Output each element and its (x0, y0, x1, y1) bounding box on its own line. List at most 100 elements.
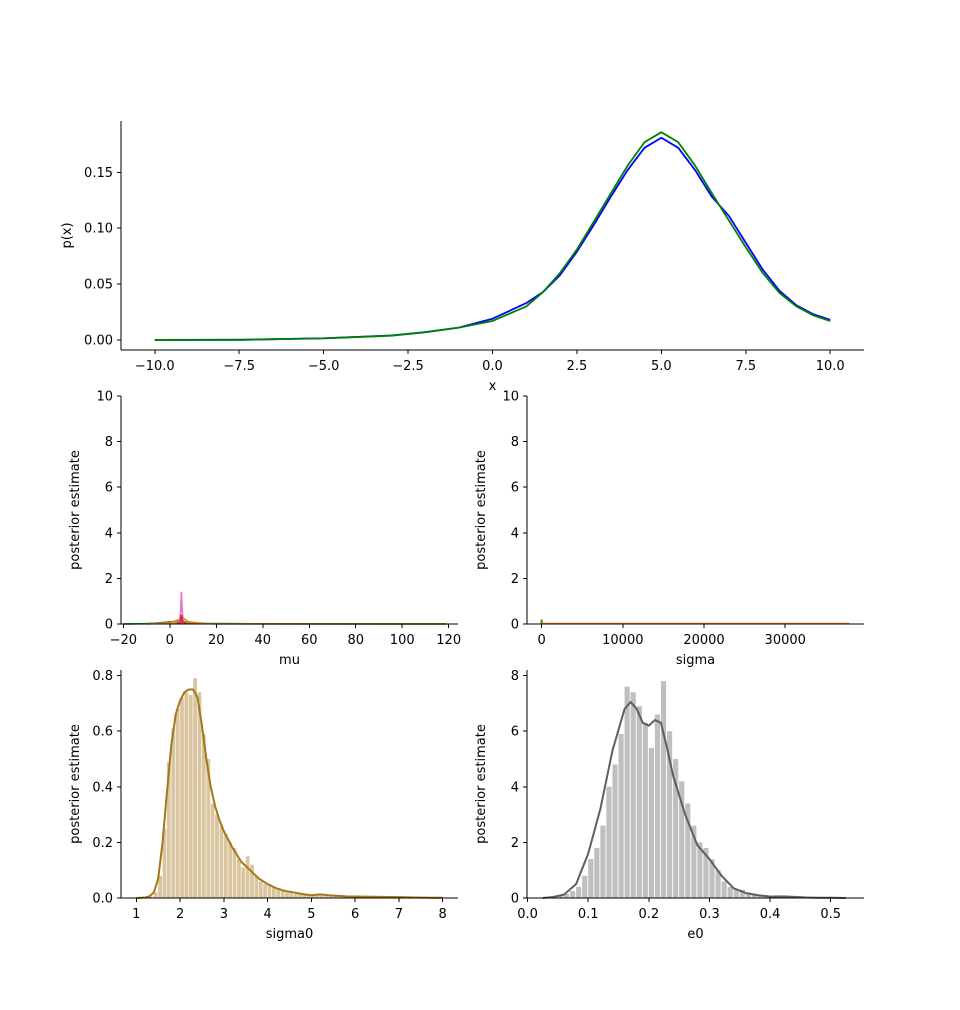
e0-x-tick-label: 0.5 (820, 907, 841, 922)
e0-x-label: e0 (687, 927, 703, 942)
density-y-tick-label: 0.15 (84, 166, 113, 181)
e0-bar-30 (727, 886, 733, 898)
sigma0-bar-27 (254, 875, 259, 898)
e0-bar-33 (745, 892, 751, 898)
density-x-tick-label: −5.0 (308, 359, 340, 374)
e0-y-label: posterior estimate (474, 724, 489, 844)
sigma0-bar-14 (197, 692, 202, 898)
sigma0-bar-7 (166, 761, 171, 898)
e0-bar-17 (648, 747, 654, 898)
sigma0-bar-22 (232, 847, 237, 898)
sigma0-bar-8 (171, 728, 176, 898)
sigma0-bar-20 (223, 834, 228, 898)
mu-x-tick-label: 20 (208, 633, 225, 648)
sigma0-bar-41 (315, 895, 320, 898)
e0-y-tick-label: 2 (511, 836, 519, 851)
sigma-y-tick-label: 4 (511, 526, 519, 541)
sigma0-bar-40 (311, 895, 316, 898)
e0-bar-11 (612, 764, 618, 898)
sigma-x-label: sigma (676, 653, 715, 668)
sigma0-y-label: posterior estimate (68, 724, 83, 844)
e0-bar-26 (703, 847, 709, 898)
density-x-tick-label: 10.0 (816, 359, 845, 374)
e0-bar-19 (660, 681, 667, 898)
e0-bar-2 (557, 895, 564, 898)
mu-x-tick-label: 0 (166, 633, 174, 648)
sigma0-bar-23 (236, 859, 241, 898)
mu-x-tick-label: 60 (301, 633, 318, 648)
sigma-y-tick-label: 10 (502, 390, 519, 405)
mu-y-label: posterior estimate (68, 450, 83, 570)
sigma0-bar-34 (285, 892, 289, 898)
e0-kde-line (542, 700, 846, 899)
chart-sigma: 0 10000 20000 30000 0 2 4 6 8 10 sigma posterior es… (474, 390, 864, 668)
sigma0-y-tick-label: 0.2 (92, 836, 113, 851)
e0-bar-31 (733, 889, 739, 898)
sigma0-bar-38 (302, 893, 307, 898)
sigma0-bar-42 (320, 893, 324, 898)
sigma0-x-tick-label: 4 (263, 907, 271, 922)
sigma0-bar-43 (324, 895, 329, 898)
sigma0-bar-9 (175, 708, 180, 898)
sigma0-y-tick-label: 0.6 (92, 725, 113, 740)
sigma0-x-label: sigma0 (266, 927, 314, 942)
sigma0-bar-12 (188, 695, 193, 898)
e0-bar-27 (709, 859, 715, 898)
e0-bar-12 (618, 733, 624, 898)
chart-density: −10.0 −7.5 −5.0 −2.5 0.0 2.5 5.0 7.5 10.0 0.00 0.0… (60, 121, 864, 394)
sigma0-bar-5 (158, 875, 162, 898)
e0-x-tick-label: 0.2 (638, 907, 659, 922)
density-series-line-0 (154, 136, 831, 341)
sigma0-bar-36 (293, 893, 298, 898)
sigma0-x-tick-label: 5 (307, 907, 315, 922)
sigma0-bar-46 (337, 896, 342, 898)
mu-y-tick-label: 2 (105, 572, 113, 587)
mu-y-tick-label: 6 (105, 481, 113, 496)
e0-bar-7 (588, 859, 594, 898)
e0-x-tick-label: 0.3 (699, 907, 720, 922)
sigma0-bar-33 (280, 889, 285, 898)
sigma0-y-tick-label: 0.0 (92, 892, 113, 907)
density-series-line-1 (154, 131, 831, 341)
e0-bar-10 (606, 786, 612, 898)
density-x-tick-label: 7.5 (735, 359, 756, 374)
sigma0-bar-37 (298, 893, 303, 898)
sigma0-bar-32 (276, 889, 281, 898)
sigma0-bar-10 (180, 697, 184, 898)
sigma0-x-tick-label: 8 (439, 907, 447, 922)
sigma0-bar-4 (153, 892, 158, 898)
mu-x-tick-label: 120 (436, 633, 461, 648)
sigma0-bar-3 (149, 896, 154, 898)
e0-bar-35 (757, 895, 764, 898)
e0-y-tick-label: 0 (511, 892, 519, 907)
sigma-y-tick-label: 6 (511, 481, 519, 496)
sigma0-bar-18 (215, 814, 219, 898)
sigma0-bar-13 (193, 678, 197, 898)
sigma-y-tick-label: 0 (511, 618, 519, 633)
density-x-tick-label: −10.0 (135, 359, 175, 374)
sigma0-bar-16 (206, 758, 211, 898)
sigma-x-tick-label: 10000 (602, 633, 643, 648)
sigma0-bar-19 (219, 825, 224, 898)
mu-y-tick-label: 0 (105, 618, 113, 633)
sigma0-bar-15 (201, 733, 206, 898)
sigma-x-tick-label: 0 (537, 633, 545, 648)
e0-bar-3 (563, 893, 570, 898)
density-y-tick-label: 0.05 (84, 278, 113, 293)
mu-x-label: mu (279, 653, 300, 668)
sigma0-bar-28 (258, 881, 263, 898)
mu-x-tick-label: −20 (110, 633, 137, 648)
sigma0-bar-24 (241, 867, 246, 898)
density-y-tick-label: 0.00 (84, 333, 113, 348)
e0-bar-28 (715, 870, 721, 898)
chart-e0: 0.0 0.1 0.2 0.3 0.4 0.5 0 2 4 6 8 e0 posterior estim… (474, 669, 864, 942)
density-x-tick-label: 2.5 (567, 359, 588, 374)
e0-bar-25 (697, 842, 703, 898)
sigma0-bar-30 (267, 884, 272, 898)
density-x-tick-label: −7.5 (223, 359, 255, 374)
e0-bar-15 (636, 706, 642, 898)
sigma-y-tick-label: 2 (511, 572, 519, 587)
sigma0-bar-39 (307, 895, 311, 898)
